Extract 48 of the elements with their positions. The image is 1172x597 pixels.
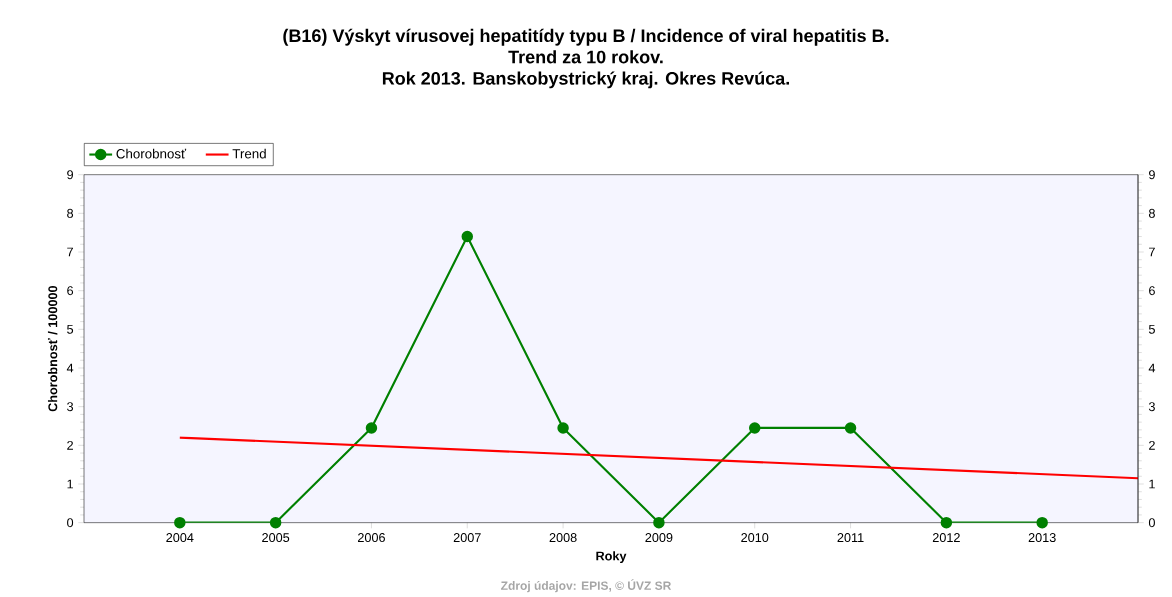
point [940,516,953,529]
y-axis-title: Chorobnosť / 100000 [47,285,58,412]
y2-tick-label: 7 [1149,247,1155,257]
x-tick-label: 2012 [932,533,960,543]
point [174,516,186,529]
x-tick-label: 2007 [453,533,481,543]
y2-tick-label: 9 [1149,170,1155,180]
x-tick-label: 2013 [1028,533,1056,543]
legend-label: Chorobnosť [116,148,187,159]
x-axis-title: Roky [596,551,627,563]
point [1036,516,1048,529]
chart-title: (B16) Výskyt vírusovej hepatitídy typu B / Incidence of viral hepatitis B. [283,28,889,46]
point [653,516,665,529]
y-tick-label: 8 [67,208,74,218]
y2-tick-label: 4 [1148,363,1156,373]
point [557,422,569,434]
y-tick-label: 7 [67,247,73,257]
x-tick-label: 2006 [358,533,385,543]
y-tick-label: 5 [67,324,74,334]
y-tick-label: 1 [67,479,73,489]
x-tick-label: 2008 [549,533,577,543]
y2-tick-label: 6 [1149,286,1155,296]
y2-tick-label: 3 [1148,402,1155,412]
y-tick-label: 2 [67,440,73,450]
x-tick-label: 2009 [645,533,673,543]
y2-tick-label: 1 [1149,479,1155,489]
x-tick-label: 2005 [262,533,290,543]
chart-subtitle: Trend za 10 rokov. [508,50,663,64]
text: Zdroj údajov: EPIS, © ÚVZ SR [501,579,672,593]
text: Rok 2013. Banskobystrický kraj. Okres Revúca. [382,71,789,89]
point [748,422,761,434]
point [844,422,857,434]
x-tick-label: 2010 [741,533,769,543]
y2-tick-label: 2 [1149,440,1155,450]
y2-tick-label: 5 [1148,324,1155,334]
x-tick-label: 2011 [837,533,864,543]
y-tick-label: 9 [67,170,73,180]
x-tick-label: 2004 [166,533,194,543]
point [365,422,378,434]
y-tick-label: 3 [67,402,74,412]
legend-label: Trend [232,148,266,159]
point [269,516,282,529]
point [461,230,474,243]
y2-tick-label: 0 [1148,518,1155,528]
y2-tick-label: 8 [1148,208,1155,218]
y-tick-label: 0 [67,518,74,528]
y-tick-label: 6 [67,286,74,296]
y-tick-label: 4 [66,363,74,373]
